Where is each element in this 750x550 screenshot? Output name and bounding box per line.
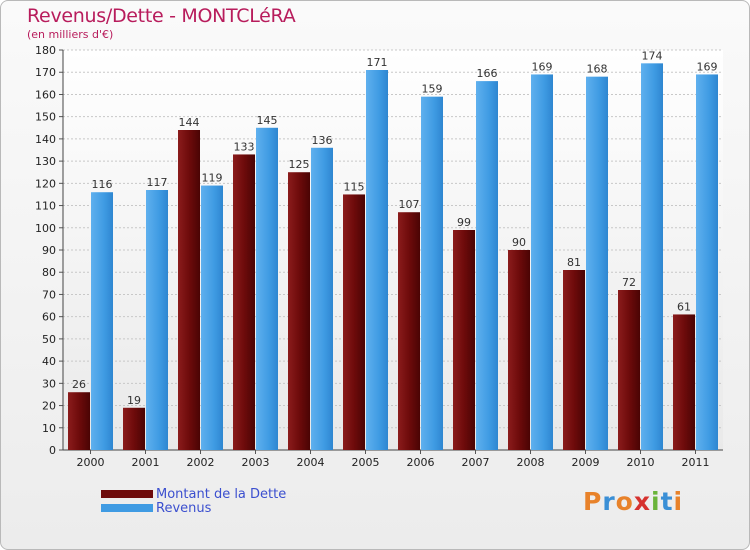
y-tick-label: 90 — [42, 244, 56, 257]
y-tick-label: 70 — [42, 288, 56, 301]
y-tick-label: 170 — [35, 66, 56, 79]
x-tick-label: 2006 — [407, 456, 435, 469]
value-label-debt: 81 — [567, 256, 581, 269]
bar-debt — [343, 194, 365, 450]
y-tick-label: 130 — [35, 155, 56, 168]
bar-debt — [178, 130, 200, 450]
legend-swatch-debt — [101, 490, 153, 498]
bar-revenue — [641, 63, 663, 450]
y-tick-label: 50 — [42, 333, 56, 346]
bar-debt — [68, 392, 90, 450]
bar-revenue — [696, 74, 718, 450]
x-tick-label: 2009 — [572, 456, 600, 469]
x-tick-label: 2005 — [352, 456, 380, 469]
y-tick-label: 140 — [35, 133, 56, 146]
value-label-revenue: 116 — [92, 178, 113, 191]
bar-debt — [618, 290, 640, 450]
bar-revenue — [476, 81, 498, 450]
value-label-revenue: 171 — [367, 56, 388, 69]
bar-debt — [398, 212, 420, 450]
y-tick-label: 20 — [42, 400, 56, 413]
bar-debt — [233, 154, 255, 450]
value-label-revenue: 168 — [587, 63, 608, 76]
x-tick-label: 2008 — [517, 456, 545, 469]
bar-revenue — [531, 74, 553, 450]
y-tick-label: 80 — [42, 266, 56, 279]
value-label-debt: 144 — [179, 116, 200, 129]
bar-debt — [508, 250, 530, 450]
bar-revenue — [146, 190, 168, 450]
value-label-revenue: 145 — [257, 114, 278, 127]
value-label-debt: 107 — [399, 198, 420, 211]
y-tick-label: 160 — [35, 88, 56, 101]
value-label-revenue: 119 — [202, 172, 223, 185]
y-tick-label: 30 — [42, 377, 56, 390]
y-tick-label: 40 — [42, 355, 56, 368]
x-tick-label: 2003 — [242, 456, 270, 469]
legend-swatch-revenue — [101, 504, 153, 512]
bar-revenue — [256, 127, 278, 451]
value-label-debt: 61 — [677, 300, 691, 313]
value-label-revenue: 169 — [697, 60, 718, 73]
value-label-debt: 125 — [289, 158, 310, 171]
value-label-debt: 115 — [344, 180, 365, 193]
value-label-revenue: 136 — [312, 134, 333, 147]
y-tick-label: 150 — [35, 111, 56, 124]
bar-debt — [673, 314, 695, 450]
value-label-revenue: 159 — [422, 83, 443, 96]
value-label-revenue: 174 — [642, 49, 663, 62]
bar-debt — [288, 172, 310, 450]
bar-debt — [123, 407, 145, 450]
value-label-debt: 99 — [457, 216, 471, 229]
value-label-revenue: 169 — [532, 60, 553, 73]
y-tick-label: 10 — [42, 422, 56, 435]
value-label-debt: 19 — [127, 394, 141, 407]
value-label-revenue: 166 — [477, 67, 498, 80]
chart-subtitle: (en milliers d'€) — [27, 28, 114, 41]
value-label-debt: 72 — [622, 276, 636, 289]
legend-label-debt: Montant de la Dette — [156, 487, 287, 502]
x-tick-label: 2004 — [297, 456, 325, 469]
bar-debt — [563, 270, 585, 450]
y-tick-label: 100 — [35, 222, 56, 235]
bar-revenue — [201, 185, 223, 451]
legend-label-revenue: Revenus — [156, 501, 212, 516]
bar-revenue — [586, 76, 608, 451]
x-tick-label: 2011 — [682, 456, 710, 469]
y-tick-label: 110 — [35, 200, 56, 213]
value-label-debt: 26 — [72, 378, 86, 391]
bar-revenue — [421, 96, 443, 451]
y-tick-label: 180 — [35, 44, 56, 57]
bar-revenue — [311, 147, 333, 450]
bar-revenue — [91, 192, 113, 450]
value-label-debt: 133 — [234, 140, 255, 153]
value-label-revenue: 117 — [147, 176, 168, 189]
y-tick-label: 60 — [42, 311, 56, 324]
bar-debt — [453, 230, 475, 450]
bar-revenue — [366, 70, 388, 450]
chart-title: Revenus/Dette - MONTCLéRA — [27, 5, 296, 27]
y-tick-label: 0 — [49, 444, 56, 457]
value-label-debt: 90 — [512, 236, 526, 249]
x-tick-label: 2010 — [627, 456, 655, 469]
y-tick-label: 120 — [35, 177, 56, 190]
x-tick-label: 2001 — [132, 456, 160, 469]
x-tick-label: 2002 — [187, 456, 215, 469]
x-tick-label: 2007 — [462, 456, 490, 469]
proxiti-logo: Proxiti — [583, 487, 684, 516]
x-tick-label: 2000 — [77, 456, 105, 469]
